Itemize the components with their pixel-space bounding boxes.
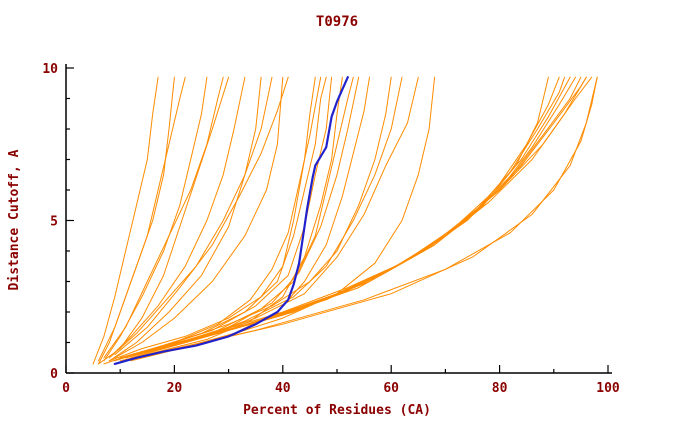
series-model-05 — [103, 76, 224, 359]
series-model-03 — [98, 76, 186, 362]
series-model-13 — [125, 76, 354, 359]
series-model-09 — [108, 76, 316, 362]
y-tick-label: 10 — [42, 62, 58, 77]
series-lines — [92, 76, 598, 365]
y-tick-label: 0 — [50, 367, 58, 382]
series-model-19 — [125, 76, 403, 359]
series-model-18 — [119, 76, 392, 359]
series-model-04 — [103, 76, 208, 362]
series-model-34 — [98, 76, 230, 365]
series-model-17 — [114, 76, 289, 356]
axes: 0 20 40 60 80 100 0 5 10 — [42, 62, 620, 396]
series-model-06 — [108, 76, 246, 359]
x-tick-label: 60 — [383, 381, 399, 396]
series-highlighted-model — [113, 76, 349, 365]
series-model-26 — [152, 76, 582, 350]
series-model-01 — [92, 76, 159, 365]
y-tick-label: 5 — [50, 215, 58, 230]
series-model-29 — [184, 76, 593, 343]
series-model-33 — [103, 76, 322, 365]
x-tick-label: 100 — [596, 381, 620, 396]
series-model-25 — [146, 76, 576, 353]
series-model-02 — [98, 76, 175, 365]
series-model-31 — [163, 76, 598, 353]
x-tick-label: 0 — [62, 381, 70, 396]
series-model-08 — [114, 76, 284, 359]
series-model-16 — [108, 76, 273, 359]
y-axis-label: Distance Cutoff, A — [7, 149, 22, 290]
x-tick-label: 20 — [167, 381, 183, 396]
series-model-21 — [119, 76, 549, 359]
x-tick-label: 40 — [275, 381, 291, 396]
series-model-07 — [108, 76, 262, 362]
x-axis-label: Percent of Residues (CA) — [243, 403, 431, 418]
x-tick-label: 80 — [492, 381, 508, 396]
series-model-12 — [119, 76, 343, 362]
chart-title: T0976 — [316, 14, 358, 30]
series-model-22 — [130, 76, 560, 356]
